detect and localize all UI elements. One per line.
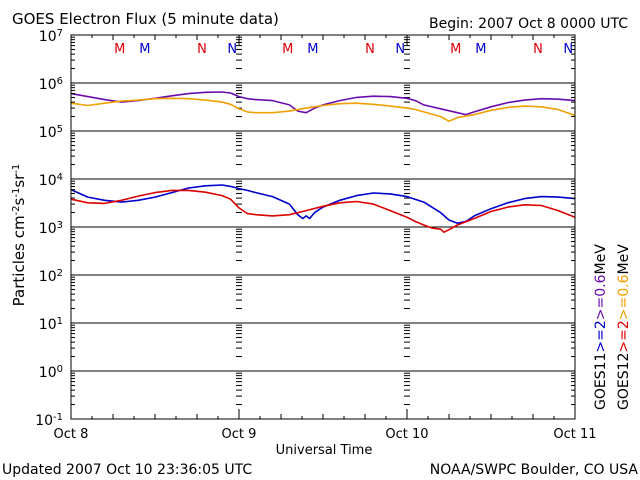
y-tick-label-exponent: 6	[57, 76, 63, 87]
y-tick-label-exponent: -1	[53, 412, 63, 423]
y-tick-label-base: 10	[35, 413, 53, 429]
y-tick-label: 104	[39, 172, 63, 190]
marker-n: N	[197, 42, 207, 57]
y-axis-label-main: Particles cm	[10, 215, 28, 306]
legend-column-goes12: GOES12>=2>=0.6MeV	[616, 244, 632, 410]
y-tick-label-exponent: 3	[57, 220, 63, 231]
marker-n: N	[563, 42, 573, 57]
y-tick-label-base: 10	[39, 365, 57, 381]
y-axis-label: Particles cm-2s-1sr-1	[10, 164, 28, 307]
grid-lines	[71, 82, 575, 372]
y-tick-label-exponent: 2	[57, 268, 63, 279]
marker-m: M	[475, 42, 486, 57]
series-goes12-ge2-mev	[70, 189, 576, 233]
y-tick-label-base: 10	[39, 125, 57, 141]
y-axis-label-sup3: -1	[11, 164, 22, 174]
legend-e06: >=0.6	[593, 274, 609, 320]
y-tick-label: 106	[39, 76, 63, 94]
y-tick-label: 107	[39, 28, 63, 46]
y-axis-label-sup1: -2	[11, 205, 22, 215]
y-axis-label-mid2: sr	[10, 173, 28, 188]
y-tick-label-exponent: 1	[57, 316, 63, 327]
marker-m: M	[282, 42, 293, 57]
legend-e06: >=0.6	[616, 274, 632, 320]
x-tick-label: Oct 8	[54, 427, 89, 442]
series-lines	[70, 91, 576, 233]
y-tick-label-base: 10	[39, 317, 57, 333]
legend-sat: GOES12	[616, 353, 632, 410]
y-tick-label-base: 10	[39, 173, 57, 189]
y-tick-label: 102	[39, 268, 63, 286]
marker-n: N	[395, 42, 405, 57]
legend-unit: MeV	[616, 244, 632, 275]
y-tick-label-base: 10	[39, 221, 57, 237]
x-axis: Oct 8 Oct 9 Oct 10 Oct 11	[54, 35, 597, 442]
legend-unit: MeV	[593, 244, 609, 275]
footer-updated: Updated 2007 Oct 10 23:36:05 UTC	[2, 462, 252, 478]
begin-label: Begin: 2007 Oct 8 0000 UTC	[429, 16, 628, 32]
y-tick-label-exponent: 0	[57, 364, 63, 375]
legend-e2: >=2	[593, 320, 609, 352]
legend-column-goes11: GOES11>=2>=0.6MeV	[593, 244, 609, 410]
series-goes11-ge2-mev	[70, 184, 576, 224]
marker-m: M	[307, 42, 318, 57]
y-axis-label-sup2: -1	[11, 188, 22, 198]
y-tick-label: 101	[39, 316, 63, 334]
x-tick-label: Oct 9	[222, 427, 257, 442]
marker-m: M	[114, 42, 125, 57]
y-axis-label-mid1: s	[10, 197, 28, 205]
footer-credit: NOAA/SWPC Boulder, CO USA	[430, 462, 639, 478]
y-tick-label: 103	[39, 220, 63, 238]
y-tick-label-base: 10	[39, 269, 57, 285]
y-tick-label: 105	[39, 124, 63, 142]
x-tick-label: Oct 11	[553, 427, 596, 442]
marker-m: M	[139, 42, 150, 57]
y-tick-label-exponent: 4	[57, 172, 63, 183]
x-axis-label: Universal Time	[276, 443, 373, 458]
legend-e2: >=2	[616, 320, 632, 352]
y-tick-label-base: 10	[39, 29, 57, 45]
marker-n: N	[365, 42, 375, 57]
y-tick-label-base: 10	[39, 77, 57, 93]
series-goes11-ge0-6-mev	[70, 91, 576, 116]
chart-title: GOES Electron Flux (5 minute data)	[12, 10, 279, 28]
y-tick-label: 100	[39, 364, 63, 382]
y-tick-label: 10-1	[35, 412, 63, 430]
marker-n: N	[533, 42, 543, 57]
marker-n: N	[227, 42, 237, 57]
y-tick-label-exponent: 5	[57, 124, 63, 135]
legend-sat: GOES11	[593, 353, 609, 410]
series-goes12-ge0-6-mev	[70, 97, 576, 122]
y-tick-label-exponent: 7	[57, 28, 63, 39]
x-tick-label: Oct 10	[385, 427, 428, 442]
marker-m: M	[450, 42, 461, 57]
